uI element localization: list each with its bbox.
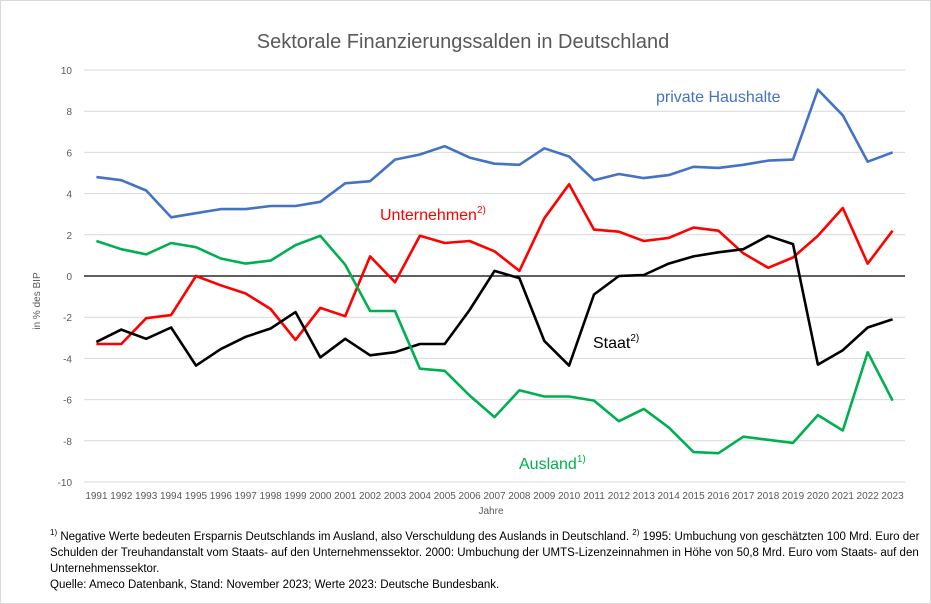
- source-note: Quelle: Ameco Datenbank, Stand: November…: [50, 578, 500, 591]
- line-chart: Sektorale Finanzierungssalden in Deutsch…: [32, 31, 905, 517]
- y-tick-label: 6: [66, 148, 72, 159]
- footnote-2-text: 1995: Umbuchung von geschätzten 100 Mrd.…: [50, 530, 920, 575]
- x-tick-label: 2006: [458, 491, 481, 502]
- x-tick-label: 2004: [409, 491, 432, 502]
- x-tick-label: 1995: [185, 491, 208, 502]
- x-tick-label: 2011: [583, 491, 605, 502]
- footnote-1: 1) Negative Werte bedeuten Ersparnis Deu…: [50, 525, 920, 577]
- y-tick-label: 2: [66, 231, 72, 242]
- x-tick-label: 2002: [359, 491, 382, 502]
- series-line: [95, 234, 894, 367]
- x-tick-label: 2013: [633, 491, 656, 502]
- x-tick-label: 2022: [857, 491, 880, 502]
- x-tick-label: 2015: [682, 491, 705, 502]
- x-tick-label: 2007: [483, 491, 506, 502]
- x-tick-label: 2014: [658, 491, 681, 502]
- y-tick-label: 0: [66, 272, 72, 283]
- y-tick-label: -8: [63, 437, 72, 448]
- x-tick-label: 2000: [309, 491, 332, 502]
- y-axis-ticks: 10 8 6 4 2 0 -2 -4 -6 -8 -10: [58, 66, 73, 489]
- footnote-2-marker: 2): [632, 528, 640, 537]
- series-line: [96, 88, 894, 219]
- gridlines: [84, 69, 905, 483]
- x-tick-label: 2016: [707, 491, 730, 502]
- y-tick-label: -10: [58, 478, 73, 489]
- x-tick-label: 1998: [259, 491, 282, 502]
- series-label: Unternehmen2): [380, 205, 486, 224]
- x-tick-label: 1994: [160, 491, 183, 502]
- series-labels: private Haushalte Unternehmen2) Staat2) Aus…: [380, 89, 781, 473]
- x-tick-label: 2008: [508, 491, 531, 502]
- x-tick-label: 2023: [881, 491, 904, 502]
- x-tick-label: 1999: [284, 491, 307, 502]
- y-tick-label: -4: [63, 354, 72, 365]
- x-tick-label: 2021: [832, 491, 855, 502]
- y-tick-label: -2: [63, 313, 72, 324]
- y-tick-label: 4: [66, 190, 72, 201]
- x-tick-label: 2017: [732, 491, 755, 502]
- x-tick-label: 1997: [235, 491, 258, 502]
- series-label: private Haushalte: [656, 89, 781, 106]
- series-line: [95, 234, 894, 455]
- x-tick-label: 2003: [384, 491, 407, 502]
- x-tick-label: 2005: [434, 491, 457, 502]
- y-tick-label: -6: [63, 396, 72, 407]
- series-lines: [95, 88, 894, 455]
- series-label: Staat2): [593, 333, 639, 352]
- x-tick-label: 2001: [334, 491, 357, 502]
- footnotes: 1) Negative Werte bedeuten Ersparnis Deu…: [50, 525, 920, 593]
- footnote-1-marker: 1): [50, 528, 58, 537]
- chart-title: Sektorale Finanzierungssalden in Deutsch…: [257, 31, 669, 53]
- x-tick-label: 1991: [85, 491, 108, 502]
- footnote-1-text: Negative Werte bedeuten Ersparnis Deutsc…: [57, 530, 633, 543]
- y-axis-label: in % des BIP: [32, 272, 43, 330]
- x-tick-label: 2009: [533, 491, 556, 502]
- x-tick-label: 1993: [135, 491, 158, 502]
- x-tick-label: 2010: [558, 491, 581, 502]
- y-tick-label: 10: [61, 66, 73, 77]
- x-axis-label: Jahre: [478, 506, 503, 517]
- x-axis-ticks: 1991 1992 1993 1994 1995 1996 1997 1998 1999 2000…: [85, 491, 904, 502]
- x-tick-label: 2019: [782, 491, 805, 502]
- x-tick-label: 1992: [110, 491, 133, 502]
- x-tick-label: 2018: [757, 491, 780, 502]
- y-tick-label: 8: [66, 107, 72, 118]
- series-line: [96, 183, 894, 346]
- series-label: Ausland1): [519, 454, 586, 473]
- x-tick-label: 2012: [608, 491, 631, 502]
- x-tick-label: 2020: [807, 491, 830, 502]
- x-tick-label: 1996: [210, 491, 233, 502]
